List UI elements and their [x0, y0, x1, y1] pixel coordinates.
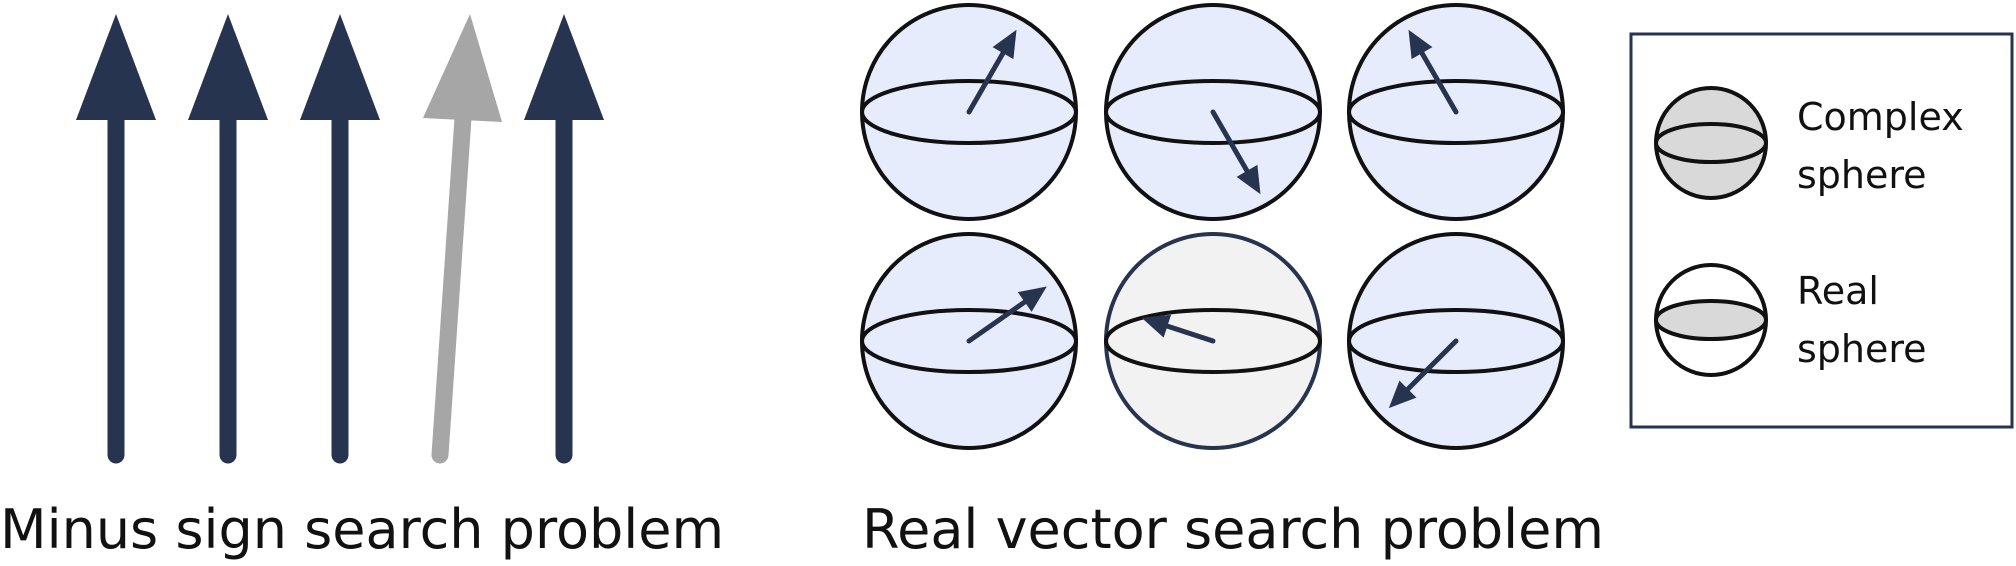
- legend-real-sphere-icon: [1654, 263, 1768, 377]
- sign-arrow-2: [188, 14, 268, 464]
- caption-real-vector-search: Real vector search problem: [862, 498, 1604, 561]
- complex-sphere-6: [1347, 232, 1565, 450]
- vector-shaft: [1419, 50, 1459, 115]
- sign-arrow-2-head: [188, 14, 268, 120]
- legend: [1629, 32, 2014, 429]
- vector-head: [1141, 314, 1172, 338]
- legend-real-line2: sphere: [1797, 327, 1927, 371]
- legend-complex-line2: sphere: [1797, 153, 1927, 197]
- vector-head: [1236, 164, 1261, 195]
- sign-arrow-5: [524, 14, 604, 464]
- legend-real-line1: Real: [1797, 269, 1879, 313]
- vector-head: [1017, 286, 1047, 312]
- sign-arrow-4-head: [423, 14, 502, 122]
- legend-complex-line1: Complex: [1797, 95, 1964, 139]
- sign-arrow-3-head: [300, 14, 380, 120]
- vector-shaft: [1405, 338, 1459, 392]
- complex-sphere-1: [860, 3, 1078, 221]
- sign-arrow-3: [300, 14, 380, 464]
- complex-sphere-3: [1347, 3, 1565, 221]
- sign-arrows: [76, 14, 604, 464]
- vector-arrow-4: [966, 286, 1047, 344]
- legend-complex-sphere-icon: [1654, 86, 1768, 200]
- vector-shaft: [966, 299, 1028, 344]
- vector-head: [992, 29, 1017, 60]
- vector-shaft: [966, 50, 1006, 115]
- legend-real-label: Real sphere: [1797, 262, 1927, 378]
- vector-arrow-2: [1210, 109, 1261, 195]
- complex-sphere-2: [1104, 3, 1322, 221]
- vector-shaft: [1210, 109, 1250, 174]
- caption-minus-sign-search: Minus sign search problem: [0, 498, 725, 561]
- sign-arrow-4-tilted: [423, 14, 502, 464]
- real-sphere-5: [1104, 232, 1322, 450]
- sign-arrow-5-head: [524, 14, 604, 120]
- sign-arrow-1: [76, 14, 156, 464]
- vector-arrow-1: [966, 29, 1017, 115]
- vector-arrow-5: [1141, 314, 1216, 344]
- vector-head: [1388, 380, 1417, 409]
- sign-arrow-4-shaft: [431, 109, 472, 464]
- legend-complex-label: Complex sphere: [1797, 88, 1964, 204]
- complex-sphere-4: [860, 232, 1078, 450]
- sphere-grid: [860, 3, 1565, 450]
- sign-arrow-1-head: [76, 14, 156, 120]
- vector-shaft: [1164, 323, 1216, 344]
- vector-head: [1408, 29, 1433, 60]
- vector-arrow-6: [1388, 338, 1459, 409]
- vector-arrow-3: [1408, 29, 1459, 115]
